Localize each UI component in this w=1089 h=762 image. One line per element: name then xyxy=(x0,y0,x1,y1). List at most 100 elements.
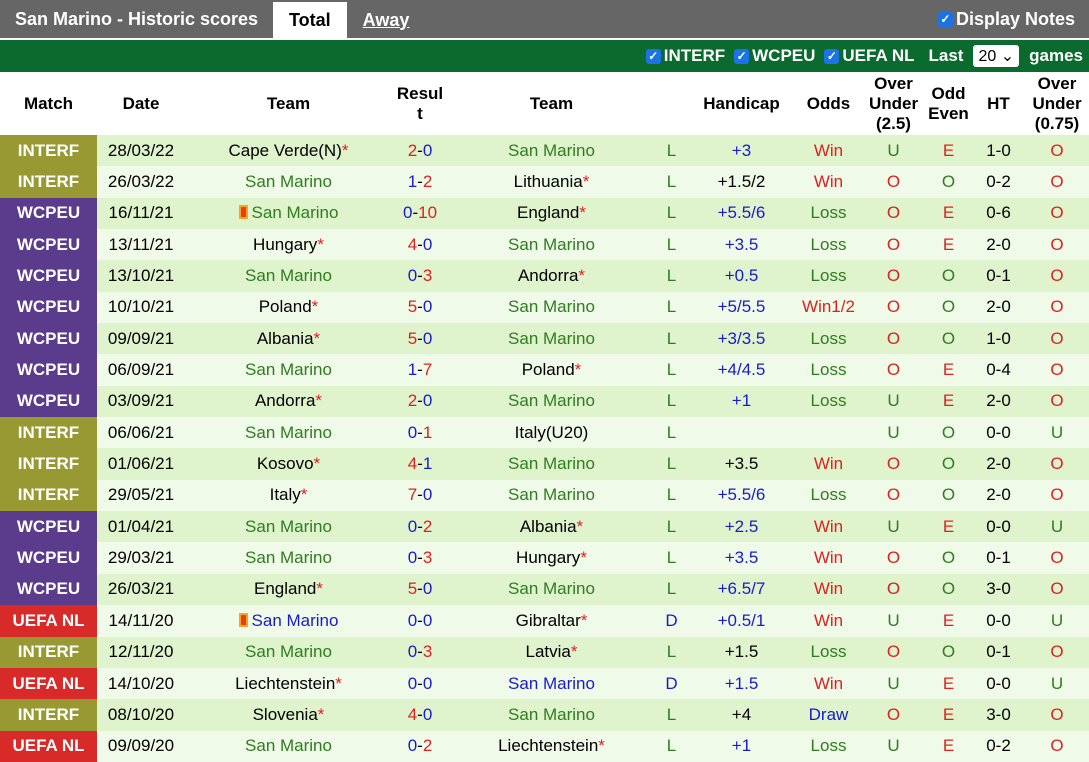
handicap-cell: +5.5/6 xyxy=(688,479,795,512)
away-team-cell[interactable]: Andorra* xyxy=(448,260,655,292)
over-under-cell: O xyxy=(862,354,925,386)
table-row[interactable]: WCPEU 26/03/21 England* 5-0 San Marino L +6.5/… xyxy=(0,573,1089,606)
home-team-cell[interactable]: Andorra* xyxy=(185,385,392,418)
home-team-cell[interactable]: San Marino xyxy=(185,417,392,449)
away-team-cell[interactable]: Liechtenstein* xyxy=(448,730,655,762)
home-team-cell[interactable]: Slovenia* xyxy=(185,699,392,731)
filter-interf[interactable]: ✓ INTERF xyxy=(645,46,725,66)
table-row[interactable]: WCPEU 13/10/21 San Marino 0-3 Andorra* L +0.5 L… xyxy=(0,260,1089,292)
result-letter: L xyxy=(655,260,688,292)
home-team-name: San Marino xyxy=(245,360,332,380)
date-cell: 28/03/22 xyxy=(97,135,185,167)
over-under-cell: O xyxy=(862,166,925,198)
table-row[interactable]: INTERF 08/10/20 Slovenia* 4-0 San Marino L +4 D… xyxy=(0,699,1089,731)
away-team-cell[interactable]: England* xyxy=(448,197,655,230)
away-team-cell[interactable]: San Marino xyxy=(448,699,655,731)
checkbox-icon[interactable]: ✓ xyxy=(937,12,953,27)
table-row[interactable]: UEFA NL 14/10/20 Liechtenstein* 0-0 San Mari… xyxy=(0,667,1089,700)
result-cell: 2-0 xyxy=(392,135,448,167)
result-letter: L xyxy=(655,573,688,606)
home-team-cell[interactable]: Kosovo* xyxy=(185,448,392,480)
away-team-cell[interactable]: San Marino xyxy=(448,291,655,324)
column-header: Team xyxy=(448,72,655,135)
away-team-cell[interactable]: San Marino xyxy=(448,573,655,606)
result-letter: D xyxy=(655,605,688,637)
star-icon: * xyxy=(313,454,321,474)
away-team-cell[interactable]: San Marino xyxy=(448,385,655,418)
filter-uefa-nl[interactable]: ✓ UEFA NL xyxy=(824,46,915,66)
column-header: Handicap xyxy=(688,72,795,135)
home-team-cell[interactable]: San Marino xyxy=(185,542,392,574)
checkbox-icon[interactable]: ✓ xyxy=(734,48,750,64)
column-header: Date xyxy=(97,72,185,135)
away-team-cell[interactable]: Gibraltar* xyxy=(448,605,655,637)
filter-wcpeu[interactable]: ✓ WCPEU xyxy=(734,46,815,66)
away-team-cell[interactable]: San Marino xyxy=(448,448,655,480)
date-cell: 01/04/21 xyxy=(97,511,185,543)
away-score: 2 xyxy=(422,736,433,756)
odd-even-cell: E xyxy=(925,354,972,386)
match-badge: WCPEU xyxy=(0,260,97,292)
home-team-cell[interactable]: Poland* xyxy=(185,291,392,324)
over-under-075-cell: O xyxy=(1025,354,1089,386)
away-team-cell[interactable]: Poland* xyxy=(448,354,655,386)
column-header: Match xyxy=(0,72,97,135)
home-team-cell[interactable]: San Marino xyxy=(185,730,392,762)
home-team-cell[interactable]: San Marino xyxy=(185,354,392,386)
table-row[interactable]: WCPEU 10/10/21 Poland* 5-0 San Marino L +5/5.5… xyxy=(0,291,1089,324)
table-row[interactable]: WCPEU 01/04/21 San Marino 0-2 Albania* L +2.5 W… xyxy=(0,511,1089,543)
table-row[interactable]: WCPEU 29/03/21 San Marino 0-3 Hungary* L +3.5 W… xyxy=(0,542,1089,574)
table-row[interactable]: WCPEU 16/11/21 San Marino 0-10 England* L +5.5… xyxy=(0,197,1089,230)
home-team-cell[interactable]: San Marino xyxy=(185,636,392,668)
away-team-cell[interactable]: San Marino xyxy=(448,667,655,700)
home-score: 5 xyxy=(407,328,418,348)
table-row[interactable]: INTERF 26/03/22 San Marino 1-2 Lithuania* L +1… xyxy=(0,166,1089,198)
games-count-select[interactable]: 20 ⌄ xyxy=(973,45,1020,67)
home-team-cell[interactable]: San Marino xyxy=(185,260,392,292)
table-row[interactable]: INTERF 28/03/22 Cape Verde(N)* 2-0 San Marin… xyxy=(0,135,1089,167)
result-cell: 0-0 xyxy=(392,605,448,637)
result-cell: 1-2 xyxy=(392,166,448,198)
home-team-cell[interactable]: San Marino xyxy=(185,605,392,637)
table-row[interactable]: INTERF 01/06/21 Kosovo* 4-1 San Marino L +3.5 W… xyxy=(0,448,1089,480)
home-team-cell[interactable]: San Marino xyxy=(185,511,392,543)
checkbox-icon[interactable]: ✓ xyxy=(645,48,661,64)
home-team-cell[interactable]: England* xyxy=(185,573,392,606)
table-row[interactable]: INTERF 29/05/21 Italy* 7-0 San Marino L +5.5/6… xyxy=(0,479,1089,512)
checkbox-icon[interactable]: ✓ xyxy=(824,48,840,64)
match-badge: WCPEU xyxy=(0,291,97,324)
home-team-cell[interactable]: San Marino xyxy=(185,197,392,230)
table-row[interactable]: INTERF 06/06/21 San Marino 0-1 Italy(U20) L U O… xyxy=(0,417,1089,449)
table-row[interactable]: WCPEU 09/09/21 Albania* 5-0 San Marino L +3/3.… xyxy=(0,323,1089,355)
display-notes-toggle[interactable]: ✓ Display Notes xyxy=(937,9,1075,30)
home-team-cell[interactable]: Hungary* xyxy=(185,229,392,261)
handicap-cell: +0.5 xyxy=(688,260,795,292)
home-team-cell[interactable]: Liechtenstein* xyxy=(185,667,392,700)
table-row[interactable]: WCPEU 06/09/21 San Marino 1-7 Poland* L +4/4.5… xyxy=(0,354,1089,386)
away-team-cell[interactable]: Latvia* xyxy=(448,636,655,668)
tab-away[interactable]: Away xyxy=(362,9,410,30)
table-row[interactable]: UEFA NL 14/11/20 San Marino 0-0 Gibraltar* D +… xyxy=(0,605,1089,637)
home-team-cell[interactable]: Italy* xyxy=(185,479,392,512)
home-team-cell[interactable]: San Marino xyxy=(185,166,392,198)
away-team-cell[interactable]: San Marino xyxy=(448,135,655,167)
away-team-cell[interactable]: San Marino xyxy=(448,323,655,355)
tab-total[interactable]: Total xyxy=(273,2,347,38)
away-team-name: San Marino xyxy=(508,140,595,160)
away-team-cell[interactable]: Albania* xyxy=(448,511,655,543)
away-team-cell[interactable]: Italy(U20) xyxy=(448,417,655,449)
table-row[interactable]: INTERF 12/11/20 San Marino 0-3 Latvia* L +1.5 L… xyxy=(0,636,1089,668)
score-sep: - xyxy=(417,172,423,192)
table-row[interactable]: WCPEU 03/09/21 Andorra* 2-0 San Marino L +1 Los… xyxy=(0,385,1089,418)
home-team-cell[interactable]: Albania* xyxy=(185,323,392,355)
away-team-cell[interactable]: San Marino xyxy=(448,479,655,512)
away-team-cell[interactable]: Lithuania* xyxy=(448,166,655,198)
over-under-075-cell: U xyxy=(1025,511,1089,543)
away-team-cell[interactable]: San Marino xyxy=(448,229,655,261)
date-cell: 29/05/21 xyxy=(97,479,185,512)
table-row[interactable]: UEFA NL 09/09/20 San Marino 0-2 Liechtenstei… xyxy=(0,730,1089,762)
home-team-cell[interactable]: Cape Verde(N)* xyxy=(185,135,392,167)
odds-cell: Win xyxy=(795,573,862,606)
table-row[interactable]: WCPEU 13/11/21 Hungary* 4-0 San Marino L +3.5 L… xyxy=(0,229,1089,261)
away-team-cell[interactable]: Hungary* xyxy=(448,542,655,574)
